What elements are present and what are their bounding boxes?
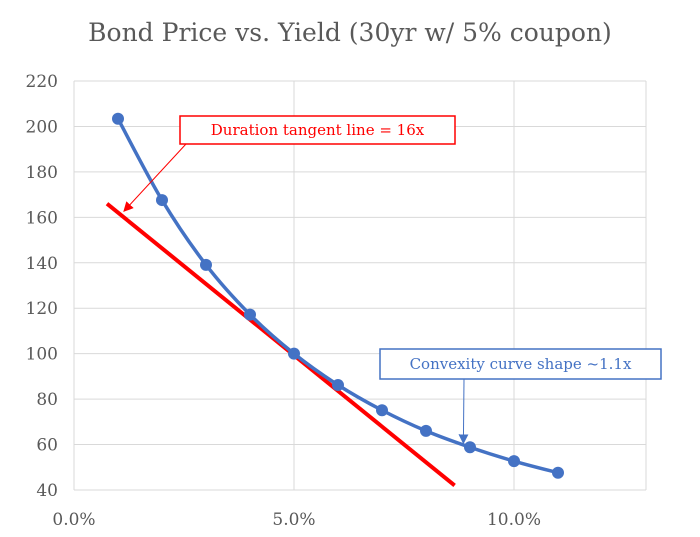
y-tick-label: 120 [26, 299, 58, 319]
gridlines [73, 80, 647, 491]
annotation-box [379, 348, 662, 380]
y-tick-label: 160 [26, 208, 58, 228]
data-point [464, 441, 476, 454]
y-tick-label: 60 [36, 436, 58, 456]
x-tick-label: 5.0% [272, 510, 315, 530]
annotation-callout: Convexity curve shape ~1.1x [379, 348, 662, 445]
y-tick-label: 200 [26, 117, 58, 137]
y-tick-label: 220 [26, 72, 58, 92]
series-line [116, 117, 559, 475]
x-tick-label: 0.0% [52, 510, 95, 530]
y-tick-label: 140 [26, 254, 58, 274]
data-point [244, 308, 256, 321]
axes: 40 60 80 100 120 140 160 180 200 220 0.0% 5.0% 10.0% [26, 72, 541, 530]
annotation-box [179, 115, 456, 145]
annotation-text: Convexity curve shape ~1.1x [410, 355, 632, 373]
x-tick-label: 10.0% [487, 510, 541, 530]
annotation-text: Duration tangent line = 16x [211, 121, 425, 139]
annotation-callout: Duration tangent line = 16x [123, 115, 456, 212]
chart-title: Bond Price vs. Yield (30yr w/ 5% coupon) [88, 18, 612, 47]
data-point [156, 194, 168, 207]
y-tick-label: 180 [26, 163, 58, 183]
annotations: Duration tangent line = 16x Convexity cur… [123, 115, 662, 445]
data-point [376, 404, 388, 417]
data-point [420, 424, 432, 437]
y-tick-label: 100 [26, 345, 58, 365]
data-point [332, 379, 344, 392]
price-series [112, 112, 564, 479]
y-tick-label: 40 [36, 481, 58, 501]
annotation-arrow [123, 143, 187, 212]
data-point [200, 258, 212, 271]
data-point [288, 347, 300, 360]
data-point [508, 455, 520, 468]
data-point [552, 466, 564, 479]
y-tick-label: 80 [36, 390, 58, 410]
data-point [112, 112, 124, 125]
annotation-arrow [458, 378, 469, 445]
